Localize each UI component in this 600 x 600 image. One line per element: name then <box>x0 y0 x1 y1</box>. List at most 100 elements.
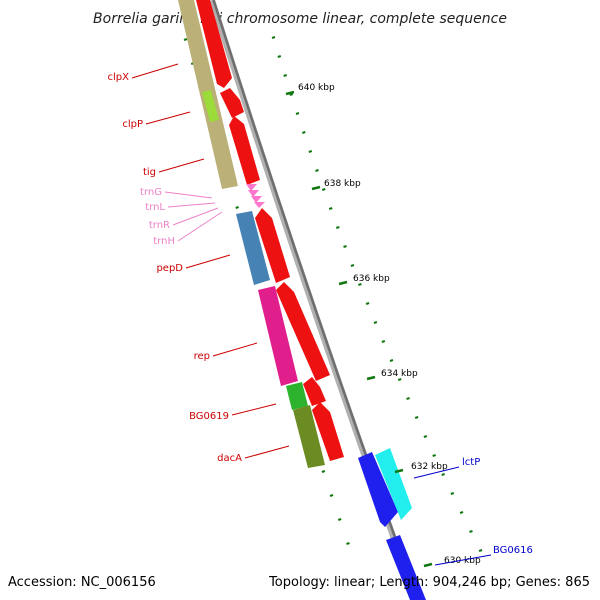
ruler-label-634: 634 kbp <box>381 369 418 379</box>
leader-line-pepd <box>185 254 231 269</box>
leader-line-clpx <box>131 63 179 79</box>
track-dot <box>337 518 342 521</box>
ruler-tick-640 <box>285 90 295 96</box>
gene-label-clpp[interactable]: clpP <box>122 119 143 130</box>
ruler-dot <box>308 150 313 153</box>
leader-line-lctp <box>413 466 460 479</box>
ruler-label-640: 640 kbp <box>298 83 335 93</box>
gene-label-trnr[interactable]: trnR <box>149 220 170 231</box>
ruler-dot <box>365 302 370 305</box>
ruler-label-630: 630 kbp <box>444 556 481 566</box>
ruler-tick-630 <box>423 562 433 568</box>
ruler-dot <box>373 321 378 324</box>
ruler: 640 kbp 638 kbp 636 kbp 634 kbp 632 kbp 630 k… <box>285 83 481 568</box>
ruler-dot <box>277 55 282 58</box>
ruler-dot <box>459 511 464 514</box>
gene-label-pepd[interactable]: pepD <box>156 263 183 274</box>
gene-label-lctp[interactable]: lctP <box>462 457 480 468</box>
accession-text: Accession: NC_006156 <box>8 575 156 590</box>
gene-label-daca[interactable]: dacA <box>217 453 242 464</box>
gene-arrow-daca[interactable] <box>312 402 344 461</box>
leader-line-daca <box>244 445 290 459</box>
ruler-tick-638 <box>311 185 321 191</box>
ruler-dot <box>406 397 410 400</box>
ruler-dots <box>271 36 483 552</box>
feature-track-forward <box>196 0 344 461</box>
track-dot <box>329 494 334 497</box>
gene-block-clpp-outer[interactable] <box>202 90 219 122</box>
gene-arrow-bg0617[interactable] <box>358 452 398 527</box>
track-dot <box>183 38 188 41</box>
ruler-label-632: 632 kbp <box>411 462 448 472</box>
ruler-dot <box>389 359 394 362</box>
ruler-dot <box>321 188 326 191</box>
ruler-tick-634 <box>366 375 376 381</box>
ruler-dot <box>350 264 355 267</box>
ruler-dot <box>469 530 473 533</box>
trna-mark-l[interactable] <box>248 190 259 197</box>
gene-block-daca-outer[interactable] <box>293 405 325 468</box>
gene-label-clpx[interactable]: clpX <box>108 72 130 83</box>
gene-arrow-pepd[interactable] <box>255 208 290 283</box>
leader-line-trnh <box>177 211 223 242</box>
gene-block-rep-outer[interactable] <box>258 286 298 386</box>
gene-label-bg0616[interactable]: BG0616 <box>493 545 533 556</box>
ruler-dot <box>478 549 483 552</box>
trna-mark-h[interactable] <box>254 202 265 208</box>
gene-arrow-bg0619[interactable] <box>303 377 326 406</box>
map-title: Borrelia garinii PBi chromosome linear, … <box>93 11 507 27</box>
gene-block-bg0619-outer[interactable] <box>286 382 308 410</box>
ruler-dot <box>302 131 306 134</box>
gene-label-rep[interactable]: rep <box>194 351 210 362</box>
feature-track-reverse <box>358 448 426 600</box>
gene-arrow-clpx[interactable] <box>196 0 232 88</box>
ruler-dot <box>358 283 362 286</box>
leader-line-tig <box>158 158 205 173</box>
ruler-dot <box>423 435 428 438</box>
leader-line-clpp <box>145 111 191 125</box>
ruler-dot <box>295 112 300 115</box>
feature-track-outer <box>178 0 325 468</box>
track-dot <box>235 206 239 209</box>
summary-text: Topology: linear; Length: 904,246 bp; Ge… <box>268 575 590 590</box>
leader-line-trnl <box>167 202 216 208</box>
gene-label-trng[interactable]: trnG <box>140 187 162 198</box>
ruler-label-636: 636 kbp <box>353 274 390 284</box>
gene-arrow-tig[interactable] <box>229 116 260 185</box>
leader-line-trng <box>164 191 213 199</box>
gene-label-trnl[interactable]: trnL <box>145 202 165 213</box>
ruler-dot <box>441 473 445 476</box>
ruler-dot <box>289 93 294 96</box>
trna-mark-r[interactable] <box>251 196 262 203</box>
gene-labels: clpX clpP tig trnG trnL trnR trnH pepD rep BG0619… <box>108 63 533 566</box>
gene-label-tig[interactable]: tig <box>143 167 156 178</box>
ruler-dot <box>381 340 386 343</box>
ruler-dot <box>432 454 436 457</box>
ruler-dot <box>335 226 340 229</box>
ruler-dot <box>397 378 402 381</box>
gene-arrow-lctp[interactable] <box>375 448 412 520</box>
track-dot <box>346 542 350 545</box>
leader-line-bg0616 <box>434 554 492 566</box>
gene-block-pepd-outer[interactable] <box>236 211 270 285</box>
gene-arrow-bg0616[interactable] <box>386 535 426 600</box>
ruler-dot <box>414 416 419 419</box>
ruler-dot <box>328 207 333 210</box>
ruler-tick-636 <box>338 280 348 286</box>
leader-line-trnr <box>172 207 219 226</box>
gene-label-trnh[interactable]: trnH <box>153 236 175 247</box>
gene-label-bg0619[interactable]: BG0619 <box>189 411 229 422</box>
ruler-label-638: 638 kbp <box>324 179 361 189</box>
trna-mark-g[interactable] <box>246 184 257 191</box>
ruler-dot <box>450 492 455 495</box>
gene-arrow-clpp[interactable] <box>220 88 244 118</box>
ruler-dot <box>271 36 276 39</box>
leader-line-bg0619 <box>231 403 277 416</box>
ruler-tick-632 <box>394 468 404 474</box>
ruler-dot <box>315 169 319 172</box>
ruler-dot <box>343 245 347 248</box>
ruler-dot <box>283 74 288 77</box>
track-dot <box>321 470 326 473</box>
gene-arrow-rep[interactable] <box>276 282 330 381</box>
